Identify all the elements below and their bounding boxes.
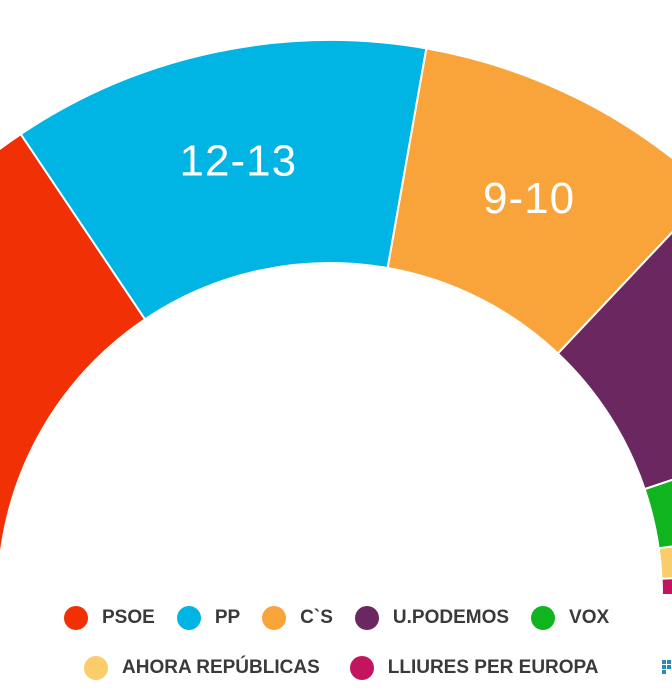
legend-label: VOX — [569, 607, 610, 628]
legend-row-2: AHORA REPÚBLICAS LLIURES PER EUROPA — [84, 656, 629, 680]
segment-lliures-per-europa — [660, 577, 672, 596]
legend-item-u-podemos: U.PODEMOS — [354, 606, 510, 630]
brand-logo-icon — [662, 660, 672, 674]
segment-label-pp: 12-13 — [180, 137, 298, 186]
segment-label-c-s: 9-10 — [483, 174, 575, 223]
legend-label: AHORA REPÚBLICAS — [122, 657, 320, 678]
legend-item-c-s: C`S — [262, 606, 333, 630]
legend-item-psoe: PSOE — [64, 606, 155, 630]
legend-swatch — [64, 606, 88, 630]
segment-c-s — [386, 47, 672, 355]
legend-label: C`S — [300, 607, 333, 628]
segment-psoe — [0, 132, 147, 571]
legend-swatch — [262, 606, 287, 630]
legend-swatch — [176, 606, 201, 630]
segment-vox — [643, 478, 672, 550]
legend-item-lliures-per-europa: LLIURES PER EUROPA — [349, 656, 599, 680]
legend-label: PP — [214, 607, 241, 628]
legend-item-vox: VOX — [531, 606, 609, 630]
segment-u-podemos — [556, 231, 672, 491]
legend-swatch — [349, 656, 374, 680]
legend-label: PSOE — [102, 607, 155, 628]
legend-item-ahora-rep-blicas: AHORA REPÚBLICAS — [84, 656, 320, 680]
legend-swatch — [354, 606, 379, 630]
legend-row-1: PSOE PP C`S U.PODEMOS VOX — [64, 606, 631, 630]
segment-pp — [19, 39, 428, 321]
legend-swatch — [84, 656, 108, 680]
legend-label: U.PODEMOS — [392, 607, 510, 628]
legend-label: LLIURES PER EUROPA — [387, 657, 599, 678]
legend-item-pp: PP — [176, 606, 241, 630]
legend-swatch — [531, 606, 556, 630]
